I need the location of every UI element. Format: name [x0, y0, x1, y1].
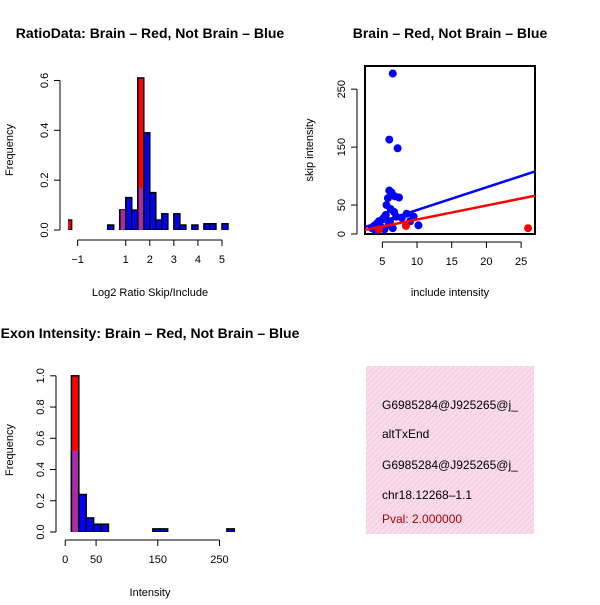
scatter-point-not-brain [388, 224, 397, 233]
ratio-histogram: RatioData: Brain – Red, Not Brain – Blue… [4, 25, 284, 299]
intensity-xlabel: Intensity [130, 587, 171, 599]
ratio-bar-not-brain [173, 213, 181, 230]
info-event-id: G6985284@J925265@j_ [382, 398, 518, 412]
scatter-y-tick-label: 50 [336, 199, 348, 211]
ratio-y-tick-label: 0.2 [39, 173, 51, 188]
intensity-bar-not-brain [159, 528, 169, 532]
intensity-y-tick-label: 0.8 [35, 399, 47, 414]
intensity-y-tick-label: 0.0 [35, 524, 47, 539]
ratio-bar-overlap [138, 187, 143, 230]
ratio-bar-not-brain [149, 191, 157, 230]
ratio-y-tick-label: 0.0 [39, 222, 51, 237]
info-panel-background [366, 366, 534, 534]
intensity-y-tick-label: 0.4 [35, 462, 47, 477]
intensity-title: Exon Intensity: Brain – Red, Not Brain –… [1, 325, 300, 341]
ratio-bar-brain [68, 219, 73, 230]
scatter-point-not-brain [383, 194, 392, 203]
intensity-bar-not-brain [85, 517, 95, 532]
ratio-ylabel: Frequency [4, 124, 16, 176]
intensity-scatter: Brain – Red, Not Brain – Blue 5 10 15 20 250… [304, 25, 547, 299]
ratio-title: RatioData: Brain – Red, Not Brain – Blue [16, 25, 285, 41]
ratio-bar-not-brain [179, 224, 187, 230]
scatter-y-tick-label: 250 [336, 80, 348, 98]
scatter-x-tick-label: 20 [480, 256, 492, 268]
ratio-y-tick-label: 0.4 [39, 123, 51, 138]
scatter-y-tick-label: 0 [336, 231, 348, 237]
ratio-x-tick-label: 5 [219, 254, 225, 266]
scatter-point-not-brain [414, 221, 423, 230]
scatter-x-tick-label: 5 [379, 256, 385, 268]
ratio-bar-not-brain [221, 223, 229, 230]
scatter-point-not-brain [388, 69, 397, 78]
ratio-bar-not-brain [124, 196, 133, 230]
intensity-x-tick-label: 50 [90, 554, 102, 566]
intensity-y-tick-label: 0.2 [35, 493, 47, 508]
scatter-point-brain [401, 221, 410, 230]
intensity-bar-not-brain [100, 523, 110, 532]
scatter-ylabel: skip intensity [304, 118, 316, 181]
intensity-bar-not-brain [152, 528, 162, 532]
ratio-xlabel: Log2 Ratio Skip/Include [92, 287, 208, 299]
ratio-x-tick-label: 3 [171, 254, 177, 266]
ratio-bar-not-brain [191, 224, 199, 230]
scatter-point-not-brain [385, 135, 394, 144]
scatter-x-tick-label: 15 [446, 256, 458, 268]
ratio-bar-not-brain [203, 223, 211, 230]
intensity-bar-not-brain [78, 493, 87, 532]
scatter-y-tick-label: 150 [336, 138, 348, 156]
scatter-plot-frame [364, 65, 536, 235]
intensity-x-tick-label: 250 [210, 554, 228, 566]
ratio-x-tick-label: 2 [147, 254, 153, 266]
ratio-bar-not-brain [106, 224, 115, 230]
ratio-x-tick-label: 4 [195, 254, 201, 266]
intensity-bar-not-brain [226, 528, 236, 532]
ratio-bar-not-brain [155, 219, 163, 230]
info-event-type: altTxEnd [382, 427, 429, 441]
scatter-x-tick-label: 25 [515, 256, 527, 268]
intensity-y-tick-label: 0.6 [35, 431, 47, 446]
ratio-bar-not-brain [143, 132, 151, 230]
ratio-x-tick-label: 1 [123, 254, 129, 266]
intensity-y-tick-label: 1.0 [35, 368, 47, 383]
info-event-id-2: G6985284@J925265@j_ [382, 458, 518, 472]
scatter-point-not-brain [393, 144, 402, 153]
intensity-bar-overlap [72, 450, 78, 532]
scatter-xlabel: include intensity [411, 287, 490, 299]
intensity-bar-not-brain [92, 523, 102, 532]
scatter-fit-line-brain [365, 194, 535, 232]
ratio-y-tick-label: 0.6 [39, 73, 51, 88]
scatter-fit-line-not-brain [365, 170, 535, 229]
intensity-x-tick-label: 150 [149, 554, 167, 566]
scatter-point-brain [524, 224, 533, 233]
intensity-ylabel: Frequency [4, 424, 16, 476]
ratio-bar-not-brain [161, 213, 169, 230]
ratio-x-tick-label: −1 [71, 254, 84, 266]
ratio-bar-not-brain [131, 209, 139, 230]
intensity-histogram: Exon Intensity: Brain – Red, Not Brain –… [1, 325, 300, 599]
scatter-title: Brain – Red, Not Brain – Blue [353, 25, 548, 41]
intensity-x-tick-label: 0 [62, 554, 68, 566]
info-location: chr18.12268–1.1 [382, 488, 472, 502]
ratio-bar-overlap [120, 210, 125, 230]
info-panel: G6985284@J925265@j_ altTxEnd G6985284@J9… [366, 366, 534, 534]
info-pval: Pval: 2.000000 [382, 512, 462, 526]
scatter-x-tick-label: 10 [411, 256, 423, 268]
scatter-point-not-brain [395, 193, 403, 202]
ratio-bar-not-brain [209, 223, 217, 230]
